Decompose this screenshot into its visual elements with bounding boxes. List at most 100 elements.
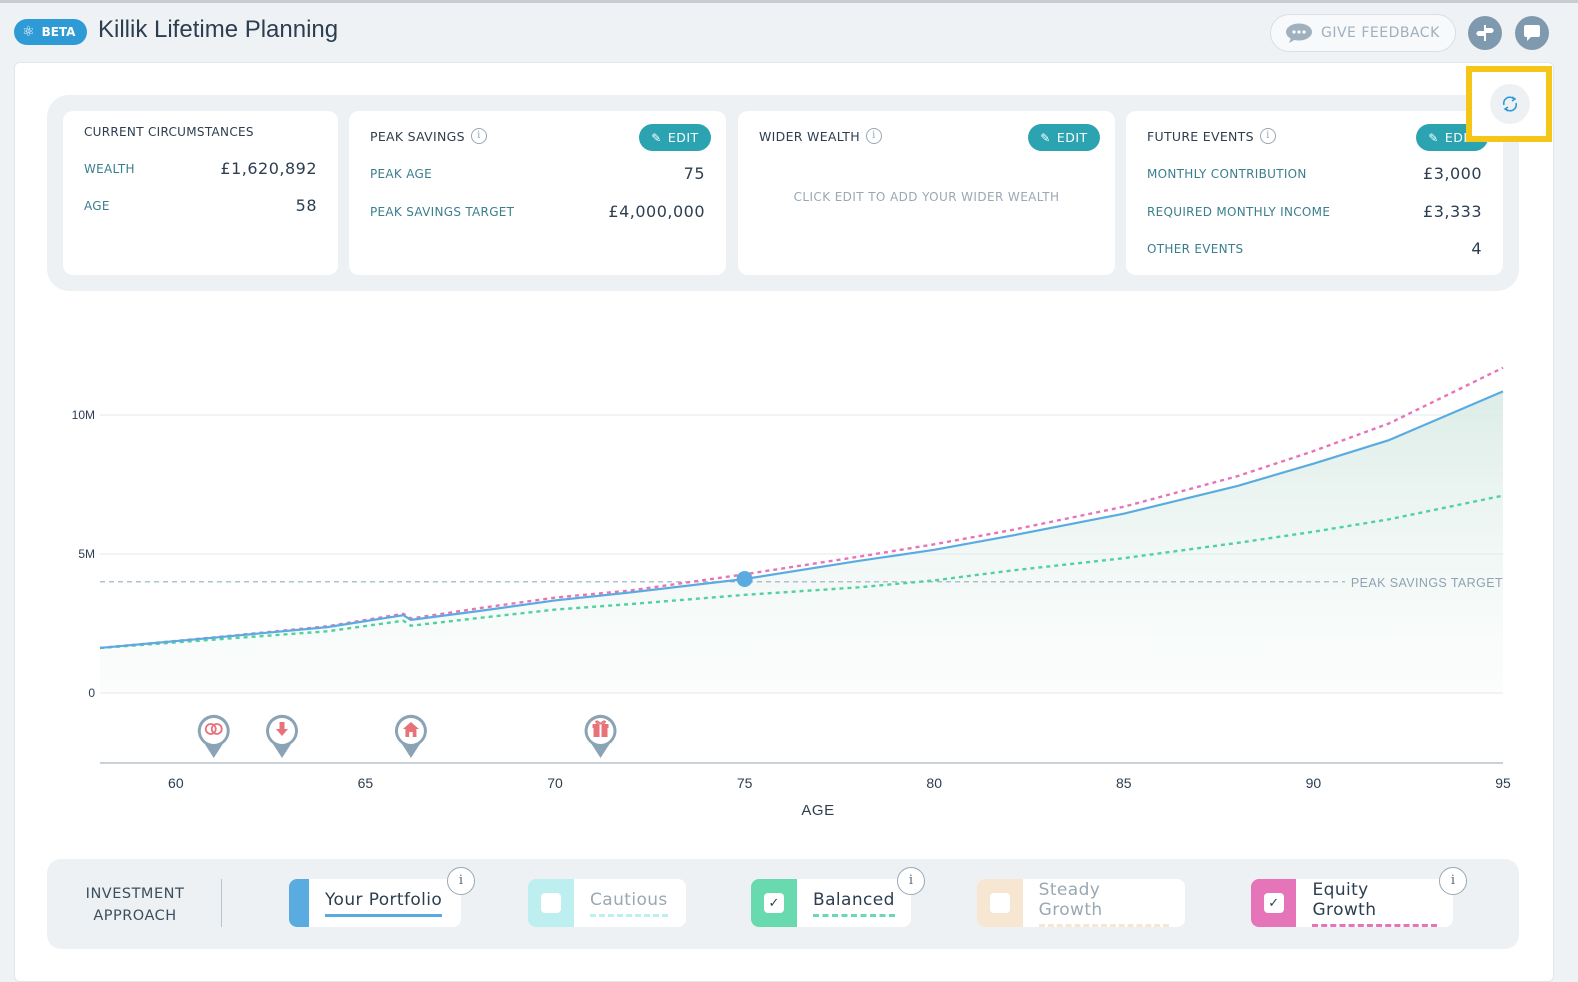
edit-peak-savings-button[interactable]: ✎ EDIT [639, 124, 711, 151]
investment-option-equity-growth[interactable]: ✓ Equity Growth i [1251, 867, 1467, 927]
option-swatch [977, 879, 1023, 927]
chat-icon [1524, 25, 1540, 41]
info-icon[interactable]: i [447, 867, 475, 895]
app-title: Killik Lifetime Planning [98, 16, 339, 43]
y-tick-label: 0 [88, 686, 95, 700]
edit-wider-wealth-button[interactable]: ✎ EDIT [1028, 124, 1100, 151]
card-title-row: PEAK SAVINGS i [370, 128, 487, 144]
checkbox-checked[interactable]: ✓ [1263, 893, 1284, 913]
investment-option-cautious[interactable]: Cautious [528, 879, 686, 927]
x-tick-label: 85 [1116, 775, 1132, 791]
ring [204, 723, 217, 735]
pencil-icon: ✎ [1428, 130, 1439, 145]
sync-highlight [1466, 66, 1552, 142]
option-label: Your Portfolio [325, 890, 443, 917]
other-events-value: 4 [1471, 239, 1482, 258]
monthly-contribution-label: MONTHLY CONTRIBUTION [1147, 167, 1307, 181]
gift-bow [595, 720, 606, 725]
house-icon [402, 722, 419, 737]
card-title: FUTURE EVENTS [1147, 128, 1254, 144]
info-icon[interactable]: i [897, 867, 925, 895]
event-marker[interactable] [584, 714, 617, 758]
peak-age-label: PEAK AGE [370, 167, 432, 181]
arrow [276, 722, 289, 736]
option-swatch: ✓ [751, 879, 797, 927]
option-label: Cautious [590, 890, 668, 917]
info-icon[interactable]: i [865, 128, 882, 144]
x-tick-label: 90 [1306, 775, 1322, 791]
peak-age-value: 75 [683, 164, 705, 183]
event-marker[interactable] [197, 714, 230, 758]
option-swatch: ✓ [1251, 879, 1297, 927]
house-door [409, 732, 413, 737]
pin-face [200, 718, 227, 744]
event-marker[interactable] [266, 714, 299, 758]
gift-ribbon [599, 724, 602, 737]
x-tick-label: 65 [358, 775, 374, 791]
investment-option-steady-growth[interactable]: Steady Growth [977, 879, 1185, 927]
rings-icon [204, 723, 223, 735]
peak-target-value: £4,000,000 [608, 202, 705, 221]
peak-savings-card: PEAK SAVINGS i ✎ EDIT PEAK AGE 75 PEAK S… [349, 111, 726, 275]
x-tick-label: 80 [926, 775, 942, 791]
age-label: AGE [84, 199, 110, 213]
edit-label: EDIT [1056, 130, 1088, 145]
divider [221, 879, 222, 927]
peak-age-marker[interactable] [736, 571, 753, 588]
beta-label: BETA [41, 25, 76, 39]
checkbox-unchecked[interactable] [989, 893, 1010, 913]
wealth-value: £1,620,892 [220, 159, 317, 178]
check-icon: ✓ [1268, 895, 1280, 911]
signpost-icon [1476, 25, 1494, 41]
signpost-button[interactable] [1468, 16, 1502, 50]
sync-button[interactable] [1490, 84, 1530, 124]
option-label: Equity Growth [1312, 880, 1437, 927]
top-border [0, 0, 1578, 3]
wider-wealth-placeholder: CLICK EDIT TO ADD YOUR WIDER WEALTH [793, 190, 1060, 204]
option-swatch [528, 879, 574, 927]
pencil-icon: ✎ [651, 130, 662, 145]
arrow-down-icon [276, 722, 289, 736]
info-icon[interactable]: i [1439, 867, 1467, 895]
beta-badge: ⚛ BETA [14, 19, 87, 45]
required-income-label: REQUIRED MONTHLY INCOME [1147, 205, 1331, 219]
other-events-label: OTHER EVENTS [1147, 242, 1244, 256]
age-value: 58 [295, 196, 317, 215]
required-income-value: £3,333 [1423, 202, 1482, 221]
pencil-icon: ✎ [1040, 130, 1051, 145]
y-tick-label: 5M [78, 547, 95, 561]
x-tick-label: 60 [168, 775, 184, 791]
event-marker[interactable] [394, 714, 427, 758]
y-tick-label: 10M [72, 408, 95, 422]
option-swatch [289, 879, 309, 927]
checkbox-unchecked[interactable] [541, 893, 561, 913]
peak-savings-target-label: PEAK SAVINGS TARGET [1351, 576, 1503, 590]
atom-icon: ⚛ [22, 24, 35, 40]
wider-wealth-card: WIDER WEALTH i ✎ EDIT CLICK EDIT TO ADD … [738, 111, 1115, 275]
info-icon[interactable]: i [470, 128, 487, 144]
x-tick-label: 75 [737, 775, 753, 791]
option-label: Steady Growth [1038, 880, 1169, 927]
info-icon[interactable]: i [1259, 128, 1276, 144]
card-title: PEAK SAVINGS [370, 128, 465, 144]
option-label: Balanced [813, 890, 895, 917]
wealth-label: WEALTH [84, 162, 135, 176]
investment-option-balanced[interactable]: ✓ Balanced i [751, 867, 925, 927]
checkbox-checked[interactable]: ✓ [764, 893, 784, 913]
card-title-row: FUTURE EVENTS i [1147, 128, 1276, 144]
chat-button[interactable] [1515, 16, 1549, 50]
monthly-contribution-value: £3,000 [1423, 164, 1482, 183]
card-title-row: WIDER WEALTH i [759, 128, 882, 144]
x-tick-label: 95 [1495, 775, 1511, 791]
card-title: WIDER WEALTH [759, 128, 860, 144]
check-icon: ✓ [768, 895, 780, 911]
investment-approach-label: INVESTMENT APPROACH [75, 883, 195, 927]
ring [210, 723, 223, 735]
investment-option-your-portfolio[interactable]: Your Portfolio i [289, 867, 475, 927]
give-feedback-button[interactable]: GIVE FEEDBACK [1270, 14, 1456, 52]
edit-label: EDIT [667, 130, 699, 145]
investment-approach-bar: INVESTMENT APPROACH Your Portfolio i Cauti… [47, 859, 1519, 949]
investment-label-line1: INVESTMENT [85, 886, 185, 902]
speech-bubble-icon [1286, 23, 1312, 43]
